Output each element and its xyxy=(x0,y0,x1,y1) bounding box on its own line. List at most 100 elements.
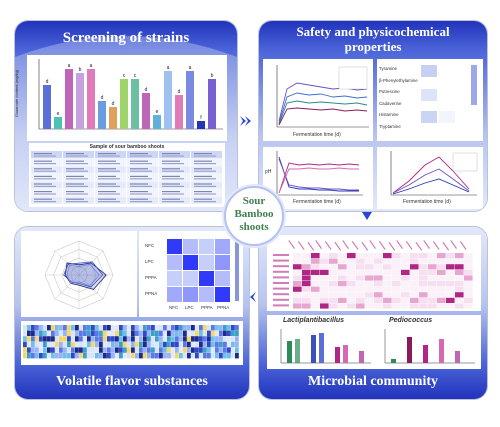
table-cell xyxy=(95,181,126,189)
corr-cell xyxy=(167,287,182,302)
strip-cell xyxy=(43,347,47,353)
genus-bar-charts: Lactiplantibacillus Pediococcus xyxy=(267,315,481,369)
significance-letter: b xyxy=(79,67,82,73)
microbial-cell xyxy=(329,281,338,287)
strip-cell xyxy=(119,330,123,336)
corr-col-label: PPPA xyxy=(201,305,213,310)
strip-cell xyxy=(107,330,111,336)
volatile-heatmap-strip xyxy=(21,321,243,365)
amine-row-label: β-Phenylethylamine xyxy=(379,77,418,83)
strip-cell xyxy=(115,353,119,359)
microbial-cell xyxy=(419,253,428,259)
strip-cell xyxy=(75,341,79,348)
strip-cell xyxy=(159,336,163,342)
microbial-cell xyxy=(392,264,401,270)
strip-cell xyxy=(155,347,159,353)
microbial-cell xyxy=(365,275,374,281)
microbial-cell xyxy=(437,281,446,287)
microbial-cell xyxy=(410,253,419,259)
strip-cell xyxy=(47,325,51,331)
strip-cell xyxy=(167,325,171,331)
strip-cell xyxy=(151,347,155,353)
strip-cell xyxy=(227,341,231,348)
microbial-cell xyxy=(437,297,446,303)
strip-cell xyxy=(67,325,71,331)
strip-cell xyxy=(135,347,139,353)
strip-cell xyxy=(211,336,215,342)
strip-cell xyxy=(43,341,47,348)
significance-letter: d xyxy=(112,101,115,107)
ph-ylabel: pH xyxy=(265,169,272,175)
strip-cell xyxy=(123,353,127,359)
microbial-cell xyxy=(428,281,437,287)
glutamate-bar xyxy=(87,69,95,129)
strip-cell xyxy=(187,347,191,353)
microbial-cell xyxy=(401,264,410,270)
microbial-cell xyxy=(446,286,455,292)
microbial-cell xyxy=(320,303,329,309)
microbial-panel: Lactiplantibacillus Pediococcus Microbia… xyxy=(258,226,488,400)
scfa-plot xyxy=(390,151,478,196)
microbial-cell xyxy=(347,253,356,259)
strip-cell xyxy=(171,353,175,359)
microbial-cell xyxy=(464,264,473,270)
glutamate-bar xyxy=(98,101,106,129)
microbial-cell xyxy=(329,264,338,270)
strip-cell xyxy=(67,347,71,353)
corr-cell xyxy=(215,271,230,286)
strip-cell xyxy=(143,330,147,336)
microbial-cell xyxy=(428,275,437,281)
strip-cell xyxy=(195,347,199,353)
screening-title: Screening of strains xyxy=(62,30,190,46)
significance-letter: d xyxy=(145,87,148,93)
microbial-cell xyxy=(365,258,374,264)
microbial-cell xyxy=(374,264,383,270)
strip-cell xyxy=(203,325,207,331)
strip-cell xyxy=(115,347,119,353)
strip-cell xyxy=(179,336,183,342)
strip-cell xyxy=(183,325,187,331)
strip-cell xyxy=(151,341,155,348)
microbial-cell xyxy=(302,297,311,303)
strip-cell xyxy=(111,336,115,342)
microbial-cell xyxy=(437,269,446,275)
scfa-chart: Fermentation time (d) xyxy=(377,147,483,209)
center-line3: shoots xyxy=(239,221,269,233)
microbial-cell xyxy=(293,303,302,309)
strip-cell xyxy=(167,341,171,348)
strip-cell xyxy=(119,353,123,359)
corr-cell xyxy=(183,271,198,286)
genus1-label: Lactiplantibacillus xyxy=(283,317,345,324)
microbial-cell xyxy=(410,286,419,292)
microbial-cell xyxy=(428,303,437,309)
microbial-cell xyxy=(446,303,455,309)
strip-cell xyxy=(31,330,35,336)
strip-cell xyxy=(159,330,163,336)
microbial-cell xyxy=(437,253,446,259)
strip-cell xyxy=(35,341,39,348)
strip-cell xyxy=(91,330,95,336)
strip-cell xyxy=(207,330,211,336)
microbial-cell xyxy=(356,264,365,270)
microbial-cell xyxy=(365,286,374,292)
strip-cell xyxy=(231,336,235,342)
strip-cell xyxy=(219,325,223,331)
strip-cell xyxy=(27,353,31,359)
microbial-cell xyxy=(329,286,338,292)
glutamate-bar xyxy=(65,69,73,129)
strip-cell xyxy=(183,353,187,359)
strip-cell xyxy=(127,330,131,336)
microbial-cell xyxy=(347,297,356,303)
strip-cell xyxy=(147,325,151,331)
strip-cell xyxy=(215,353,219,359)
strip-cell xyxy=(207,347,211,353)
strip-cell xyxy=(211,341,215,348)
center-line1: Sour xyxy=(242,195,266,207)
microbial-cell xyxy=(428,286,437,292)
microbial-cell xyxy=(419,303,428,309)
amine-row-label: Tryptamine xyxy=(379,123,401,129)
significance-letter: d xyxy=(101,95,104,101)
amine-heat-cells xyxy=(421,65,477,123)
microbial-cell xyxy=(446,292,455,298)
strip-cell xyxy=(39,330,43,336)
